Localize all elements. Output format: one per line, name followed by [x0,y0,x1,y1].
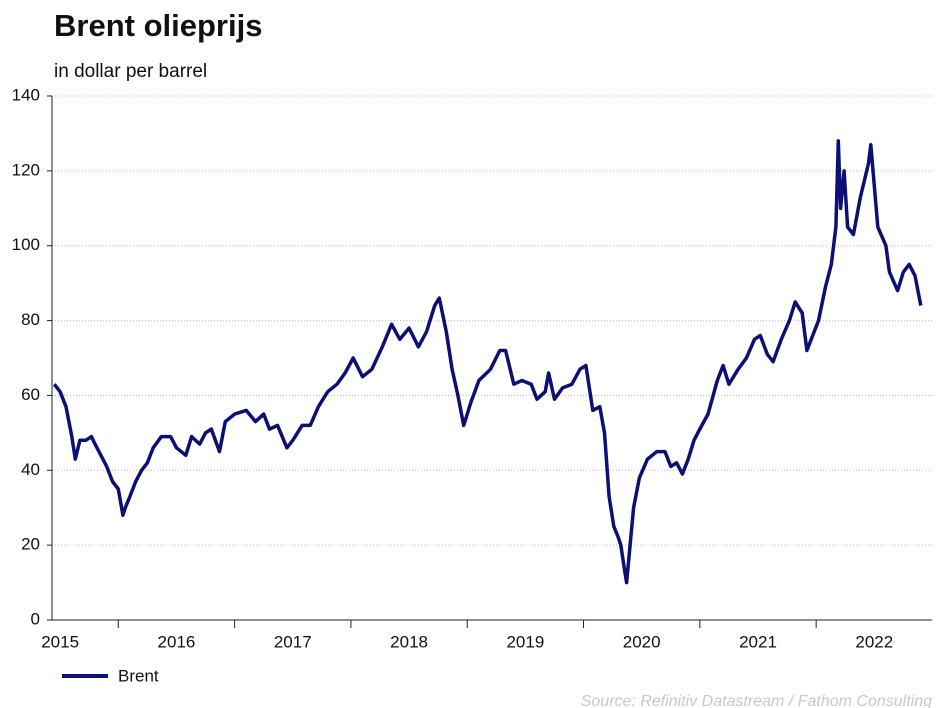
x-tick-label: 2020 [623,632,661,651]
y-tick-label: 60 [21,385,40,404]
x-tick-label: 2019 [506,632,544,651]
legend-label: Brent [118,666,159,685]
y-tick-label: 80 [21,310,40,329]
y-tick-label: 120 [12,160,40,179]
y-tick-label: 40 [21,460,40,479]
source-note: Source: Refinitiv Datastream / Fathom Co… [581,693,932,708]
chart-title: Brent olieprijs [54,8,262,43]
data-line [52,139,923,585]
y-tick-label: 140 [12,85,40,104]
x-tick-label: 2021 [739,632,777,651]
x-tick-label: 2016 [158,632,196,651]
x-tick-label: 2022 [855,632,893,651]
x-tick-label: 2018 [390,632,428,651]
x-tick-label: 2015 [41,632,79,651]
y-tick-label: 0 [31,609,40,628]
x-tick-label: 2017 [274,632,312,651]
y-tick-label: 20 [21,535,40,554]
chart-subtitle: in dollar per barrel [54,61,207,82]
y-tick-label: 100 [12,235,40,254]
